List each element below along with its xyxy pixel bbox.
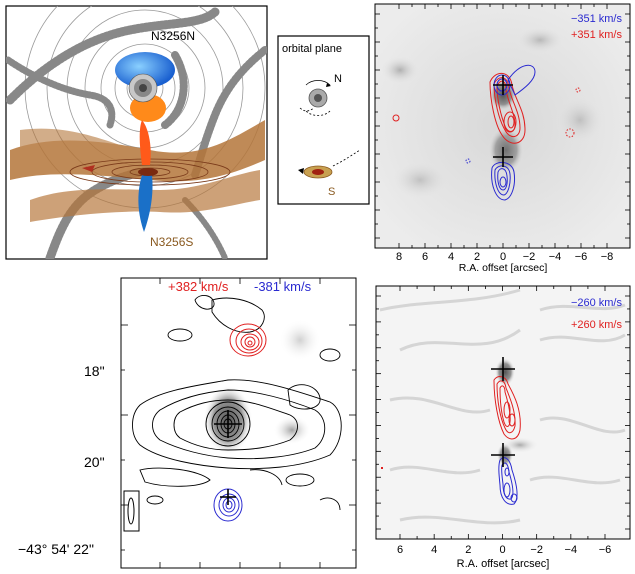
panel-c: +382 km/s -381 km/s 18" 20" −43° 54' 22" [18, 277, 357, 569]
panel-c-black-contours [132, 294, 342, 511]
panel-b-tick-label: −4 [549, 251, 562, 263]
panel-b-tick-label: −6 [575, 251, 588, 263]
panel-d-xlabel: R.A. offset [arcsec] [457, 558, 550, 570]
panel-c-vel-red: +382 km/s [168, 279, 229, 294]
panel-b-red-contours [392, 72, 581, 144]
panel-d-blue-contours [498, 457, 518, 505]
panel-c-frame [120, 277, 357, 569]
panel-b: −351 km/s +351 km/s 8 6 4 2 0 −2 −4 −6 −8 R.A. o… [374, 3, 631, 274]
panel-b-tick-label: 6 [422, 251, 428, 263]
panel-d-tick-label: −6 [599, 544, 612, 556]
inset-label-s: S [328, 186, 335, 198]
panel-c-red-contours [229, 323, 267, 357]
label-n3256n: N3256N [151, 29, 195, 43]
panel-b-vel-blue: −351 km/s [571, 13, 623, 25]
inset-arrow-icon-2 [298, 168, 304, 174]
panel-c-ytick-20: 20" [84, 454, 105, 470]
panel-d-tick-label: 2 [465, 544, 471, 556]
panel-b-tick-label: 4 [448, 251, 454, 263]
panel-d-red-contours [493, 376, 521, 440]
south-jet-red [139, 120, 151, 165]
label-n3256s: N3256S [150, 235, 193, 249]
inset-arrow-icon [305, 80, 331, 86]
panel-d-vel-red: +260 km/s [571, 319, 623, 331]
panel-d-crosses [491, 357, 515, 467]
panel-d-tick-label: −2 [530, 544, 543, 556]
panel-c-vel-blue: -381 km/s [254, 279, 312, 294]
panel-d-tick-label: 6 [397, 544, 403, 556]
panel-b-tick-label: −2 [523, 251, 536, 263]
panel-d-texture [379, 288, 626, 525]
panel-b-tick-label: 8 [396, 251, 402, 263]
inset-label-n: N [334, 73, 342, 85]
rotation-arrow-icon [82, 165, 95, 172]
panel-b-tick-label: 2 [474, 251, 480, 263]
panel-c-ytick-18: 18" [84, 363, 105, 379]
inset-title: orbital plane [282, 43, 342, 55]
panel-b-tick-label: −8 [601, 251, 614, 263]
north-blue-lobe [115, 52, 175, 88]
panel-b-xlabel: R.A. offset [arcsec] [459, 262, 548, 274]
panel-a-cartoon: N3256N N3256S [5, 5, 268, 260]
panel-d-vel-blue: −260 km/s [571, 297, 623, 309]
panel-c-dec-label: −43° 54' 22" [18, 541, 94, 557]
panel-d-tick-label: −4 [565, 544, 578, 556]
panel-b-tick-label: 0 [500, 251, 506, 263]
panel-d: −260 km/s +260 km/s 6 4 2 0 −2 −4 −6 R.A. offs… [375, 285, 631, 570]
panel-d-tick-label: 0 [499, 544, 505, 556]
panel-c-crosses [214, 410, 242, 505]
inset-orbital-plane: orbital plane N S [277, 35, 370, 205]
panel-b-vel-red: +351 km/s [571, 29, 623, 41]
panel-b-crosses [493, 75, 513, 167]
panel-c-beam [123, 490, 140, 532]
panel-d-tick-label: 4 [431, 544, 437, 556]
south-jet-blue [138, 175, 153, 232]
